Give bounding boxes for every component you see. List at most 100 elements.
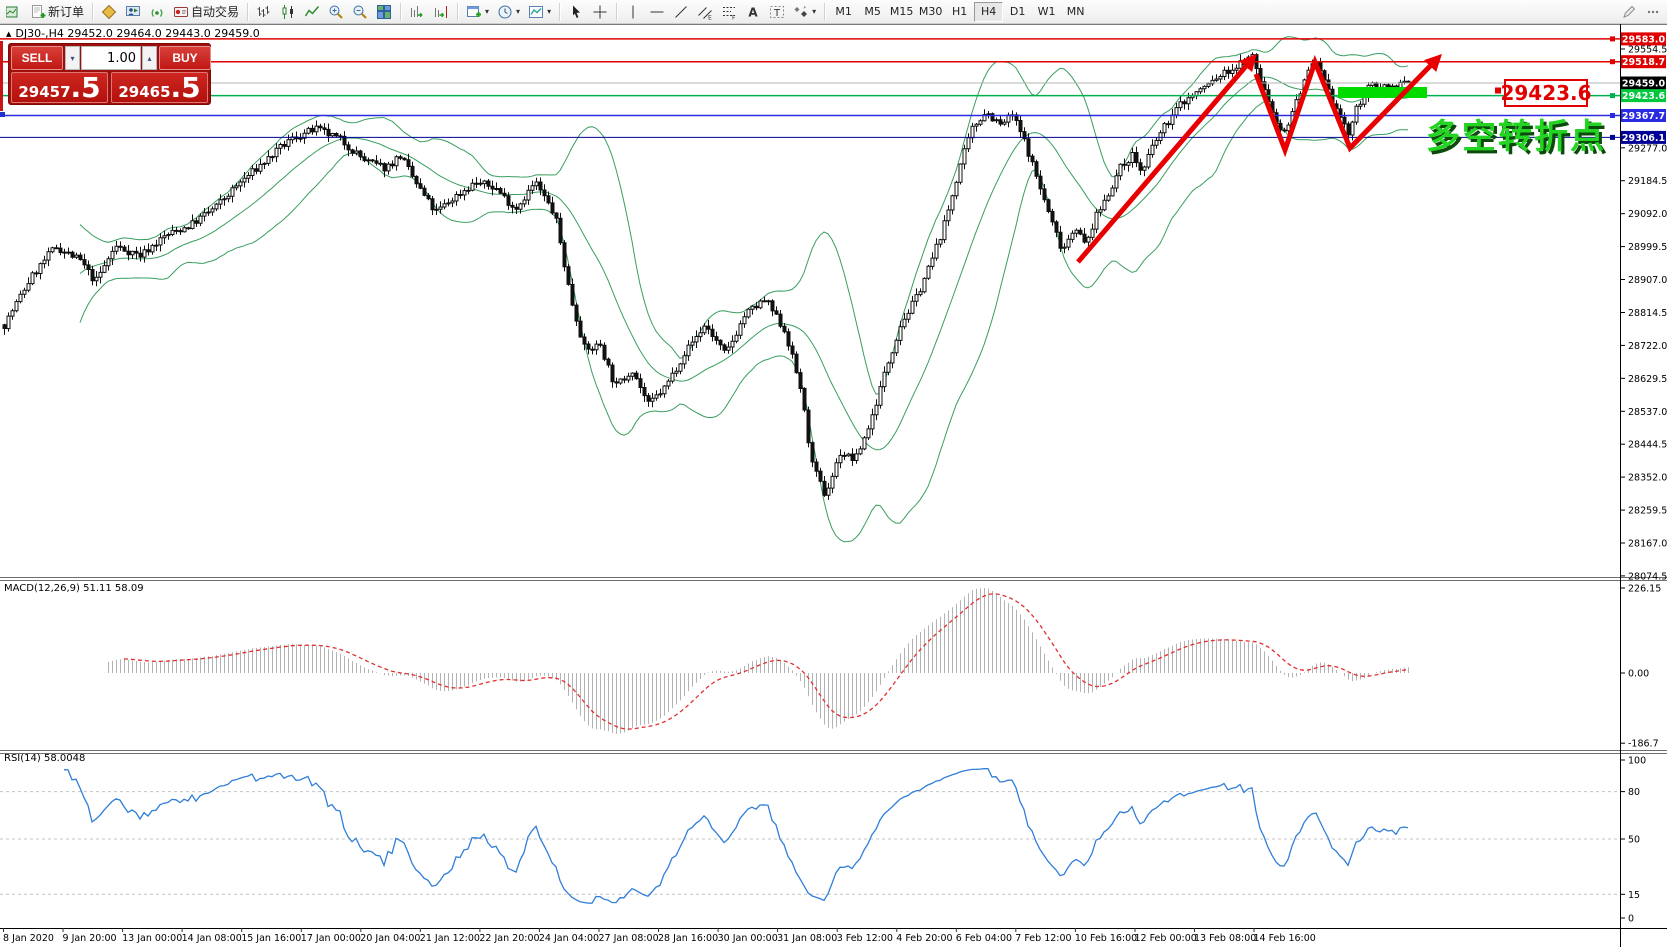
line-right-handle [1610, 134, 1615, 140]
toolbar-separator [247, 2, 249, 21]
timeframe-d1[interactable]: D1 [1009, 5, 1026, 18]
cursor-button[interactable] [564, 1, 588, 23]
macd-histogram [108, 588, 1409, 734]
tile-windows-button[interactable] [372, 1, 396, 23]
buy-price-big-digit: .5 [170, 71, 201, 104]
svg-text:T: T [773, 8, 781, 19]
chart-title: ▲ DJ30-,H4 29452.0 29464.0 29443.0 29459… [6, 27, 260, 40]
price-tick-label: 29554.5 [1628, 45, 1667, 56]
time-tick-label: 10 Feb 16:00 [1075, 933, 1137, 944]
time-tick-label: 17 Jan 00:00 [301, 933, 361, 944]
timeframe-w1[interactable]: W1 [1037, 5, 1056, 18]
arrows-button[interactable]: ▾ [789, 1, 820, 23]
equidistant-channel-button[interactable]: E [693, 1, 717, 23]
time-tick-label: 28 Jan 16:00 [658, 933, 718, 944]
line-right-handle [1610, 59, 1615, 65]
sell-button[interactable]: SELL [11, 46, 63, 70]
buy-button[interactable]: BUY [159, 46, 211, 70]
time-tick-label: 13 Feb 08:00 [1194, 933, 1256, 944]
toolbar-separator [559, 2, 561, 21]
timeframe-h4[interactable]: H4 [974, 1, 1004, 22]
time-tick-label: 31 Jan 08:00 [777, 933, 837, 944]
line-chart-button[interactable] [300, 1, 324, 23]
autotrading-button-label: 自动交易 [191, 5, 240, 19]
timeframe-mn[interactable]: MN [1066, 5, 1085, 18]
green-highlight-bar[interactable] [1338, 87, 1427, 98]
crosshair-button[interactable] [588, 1, 612, 23]
price-box-label: 29583.0 [1622, 34, 1666, 45]
chart-title-text: DJ30-,H4 29452.0 29464.0 29443.0 29459.0 [15, 27, 260, 40]
svg-text:F: F [732, 14, 736, 20]
bar-chart-button[interactable] [252, 1, 276, 23]
line-right-handle [1610, 93, 1615, 99]
timeframe-m30[interactable]: M30 [918, 5, 943, 18]
timeframe-m1[interactable]: M1 [835, 5, 852, 18]
time-tick-label: 3 Feb 12:00 [837, 933, 893, 944]
rsi-line [63, 767, 1409, 904]
timeframe-h1[interactable]: H1 [951, 5, 968, 18]
vertical-line-button[interactable] [621, 1, 645, 23]
strategy-tester-button[interactable] [121, 1, 145, 23]
chevron-down-icon: ▾ [812, 7, 817, 16]
chart-thumb-icon [2, 1, 26, 23]
price-callout[interactable]: 29423.6 [1500, 79, 1592, 107]
chart-window: 29554.5 29277.0 29184.5 29092.0 28999.5 28907… [0, 24, 1667, 947]
profiles-button[interactable]: ▾ [493, 1, 524, 23]
chart-shift-button[interactable] [429, 1, 453, 23]
price-tick-label: 28537.0 [1628, 407, 1667, 418]
timeframe-m15[interactable]: M15 [889, 5, 914, 18]
trade-panel-top-row: SELL ▾ ▴ BUY [11, 46, 211, 70]
bb-lower-band [79, 101, 1409, 543]
rsi-label: RSI(14) 58.0048 [4, 753, 86, 764]
buy-price-display[interactable]: 29465.5 [111, 72, 208, 103]
chevron-down-icon: ▾ [547, 7, 552, 16]
macd-signal-line [123, 593, 1409, 730]
market-watch-button[interactable] [97, 1, 121, 23]
price-tick-label: 28814.5 [1628, 308, 1667, 319]
edit-note-icon[interactable] [1617, 1, 1641, 23]
chevron-down-icon: ▾ [516, 7, 521, 16]
new-order-button[interactable]: 新订单 [26, 1, 88, 23]
autotrading-button[interactable]: 自动交易 [169, 1, 243, 23]
price-tick-label: 28167.0 [1628, 539, 1667, 550]
trend-arrow-zigzag[interactable] [1253, 53, 1442, 158]
customize-toolbar-icon[interactable] [1641, 1, 1665, 23]
candlestick-chart-button[interactable] [276, 1, 300, 23]
turning-point-annotation[interactable]: 多空转折点 [1426, 117, 1606, 157]
text-button[interactable]: A [741, 1, 765, 23]
horizontal-line-button[interactable] [645, 1, 669, 23]
time-tick-label: 22 Jan 20:00 [479, 933, 539, 944]
price-tick-label: 28444.5 [1628, 440, 1667, 451]
volume-down-button[interactable]: ▾ [65, 46, 80, 70]
zoom-in-button[interactable] [324, 1, 348, 23]
text-label-button[interactable]: T [765, 1, 789, 23]
volume-up-button[interactable]: ▴ [142, 46, 157, 70]
svg-text:E: E [708, 14, 712, 20]
price-tick-label: 28352.0 [1628, 473, 1667, 484]
svg-text:A: A [748, 5, 758, 19]
rsi-tick-label: 80 [1628, 787, 1640, 798]
auto-scroll-button[interactable] [405, 1, 429, 23]
chart-canvas: 29554.5 29277.0 29184.5 29092.0 28999.5 28907… [0, 24, 1667, 947]
trend-arrow-leg1[interactable] [1076, 53, 1257, 264]
zoom-out-button[interactable] [348, 1, 372, 23]
price-box-29306.1 [1621, 130, 1666, 144]
time-tick-label: 8 Jan 2020 [3, 933, 54, 944]
fibonacci-button[interactable]: F [717, 1, 741, 23]
line-right-handle [1610, 36, 1615, 42]
callout-handle [1495, 87, 1501, 94]
volume-input[interactable] [81, 46, 141, 70]
price-tick-label: 28722.0 [1628, 341, 1667, 352]
time-tick-label: 24 Jan 04:00 [539, 933, 599, 944]
price-box-29423.6 [1621, 89, 1666, 103]
timeframe-m5[interactable]: M5 [864, 5, 881, 18]
sell-price-main: 29457 [18, 83, 71, 101]
trendline-button[interactable] [669, 1, 693, 23]
price-tick-label: 29184.5 [1628, 176, 1667, 187]
sell-price-display[interactable]: 29457.5 [11, 72, 108, 103]
signals-button[interactable] [145, 1, 169, 23]
new-chart-button[interactable]: ▾ [462, 1, 493, 23]
templates-button[interactable]: ▾ [524, 1, 555, 23]
time-tick-label: 30 Jan 00:00 [718, 933, 778, 944]
price-box-label: 29423.6 [1622, 91, 1666, 102]
